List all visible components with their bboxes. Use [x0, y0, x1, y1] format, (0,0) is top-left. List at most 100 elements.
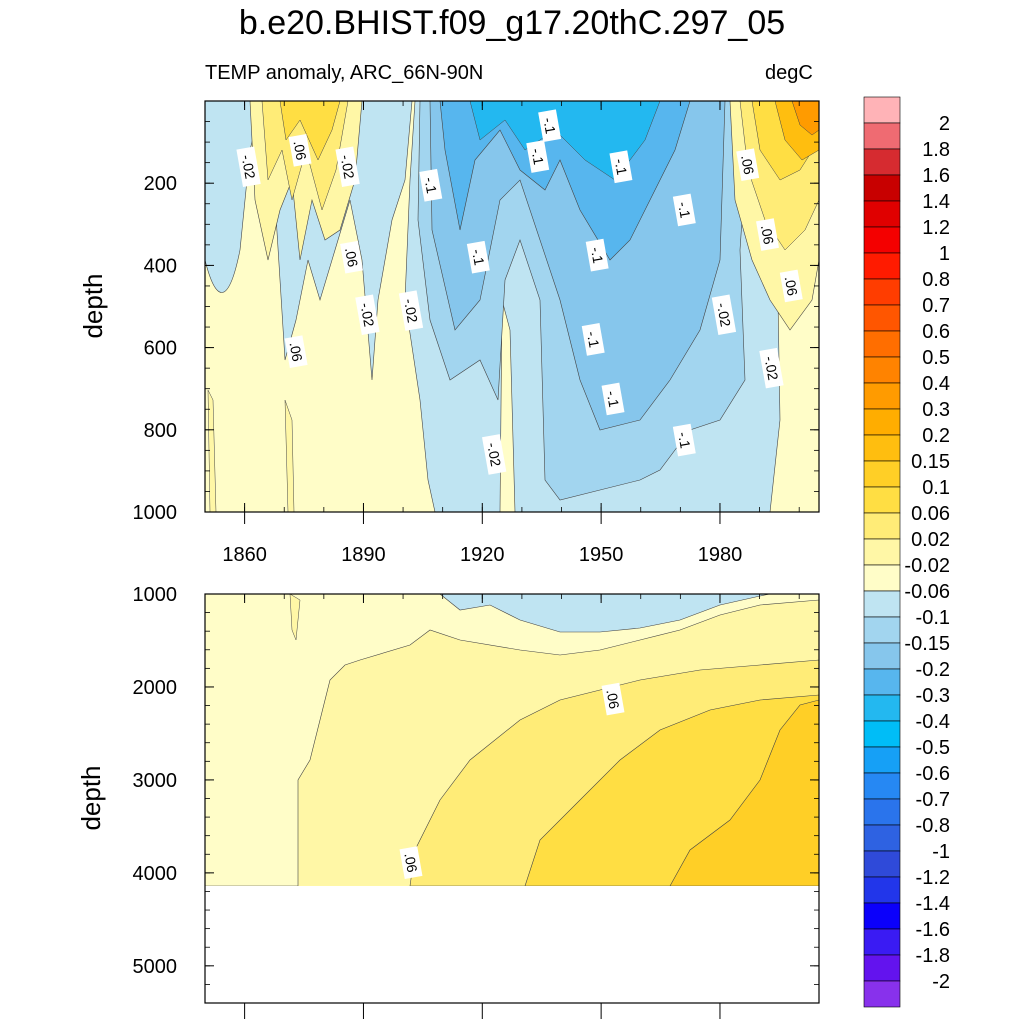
contour-label-text: -.1: [604, 390, 623, 409]
colorbar-swatch: [863, 668, 901, 696]
contour-label-box: [756, 218, 779, 251]
contour-label-text: .06: [603, 688, 622, 710]
contour-label-text: -.1: [528, 147, 547, 166]
colorbar-label: -1.2: [916, 867, 950, 889]
colorbar-label: 0.8: [922, 269, 950, 291]
colorbar-swatch: [863, 928, 901, 956]
contour-label: .06: [779, 269, 803, 303]
colorbar-swatch: [863, 616, 901, 644]
y-tick-label: 600: [144, 338, 177, 360]
colorbar-swatch: [863, 876, 901, 904]
contour-label-box: [419, 168, 443, 202]
contour-label: -.1: [585, 238, 609, 272]
colorbar-label: -0.6: [916, 763, 950, 785]
contour-label: .06: [601, 682, 625, 716]
subtitle-variable: TEMP anomaly, ARC_66N-90N: [205, 62, 484, 84]
contour-labels: -.02 .06 -.02 -.1 -.1 -.1 -.1 -.1 -.1 -.1 -.1 -.1 -.…: [236, 109, 803, 879]
colorbar-label: 0.4: [922, 373, 950, 395]
contour-label: -.1: [609, 150, 633, 184]
colorbar-label: -0.15: [904, 633, 950, 655]
colorbar-label: 0.5: [922, 347, 950, 369]
y-tick-label: 1000: [133, 584, 178, 606]
colorbar-label: 1.4: [922, 191, 950, 213]
colorbar-label: -1.4: [916, 893, 950, 915]
colorbar-label: 0.3: [922, 399, 950, 421]
contour-label: -.02: [398, 290, 424, 331]
contour-label: -.02: [482, 434, 507, 475]
colorbar-label: -1.8: [916, 945, 950, 967]
colorbar-swatch: [863, 408, 901, 436]
contour-label: -.1: [601, 382, 625, 416]
colorbar-swatch: [863, 590, 901, 618]
x-tick-label: 1860: [222, 544, 267, 566]
colorbar-swatch: [863, 772, 901, 800]
contour-label-box: [759, 347, 784, 389]
colorbar-swatch: [863, 460, 901, 488]
contour-label-text: -.1: [675, 431, 694, 450]
contour-label-box: [672, 423, 696, 457]
contour-label-text: -.1: [469, 248, 488, 267]
colorbar-swatch: [863, 694, 901, 722]
colorbar: 2 1.8 1.6 1.4 1.2 1 0.8 0.7 0.6 0.5 0.4 0.3 0.2 0.15 0…: [863, 96, 950, 1008]
contour-label: -.1: [466, 240, 490, 274]
colorbar-swatch: [863, 642, 901, 670]
contour-label-box: [284, 335, 308, 369]
colorbar-label: 0.2: [922, 425, 950, 447]
colorbar-swatch: [863, 96, 901, 124]
colorbar-label: 1.2: [922, 217, 950, 239]
colorbar-swatch: [863, 486, 901, 514]
colorbar-label: 2: [939, 113, 950, 135]
colorbar-label: 1.6: [922, 165, 950, 187]
x-tick-label: 1950: [579, 544, 624, 566]
contour-label: .06: [399, 846, 423, 879]
contour-label-box: [398, 290, 424, 331]
contour-label: -.1: [581, 323, 605, 356]
y-tick-label: 1000: [133, 502, 178, 524]
contour-label: -.1: [526, 140, 550, 173]
contour-label: .06: [736, 148, 760, 182]
colorbar-label: -0.3: [916, 685, 950, 707]
contour-label-box: [236, 146, 261, 188]
contour-label-text: -.02: [714, 301, 734, 328]
contour-label: .06: [284, 335, 308, 369]
colorbar-swatch: [863, 148, 901, 176]
colorbar-swatch: [863, 798, 901, 826]
contour-label: -.02: [711, 294, 737, 335]
colorbar-swatch: [863, 174, 901, 202]
x-tick-label: 1920: [460, 544, 505, 566]
colorbar-label: -0.7: [916, 789, 950, 811]
contour-label-text: -.02: [239, 153, 259, 180]
colorbar-label: 1: [939, 243, 950, 265]
contour-label-text: .06: [738, 154, 757, 176]
colorbar-label: -1.6: [916, 919, 950, 941]
colorbar-swatch: [863, 304, 901, 332]
contour-label: -.02: [236, 146, 261, 188]
contour-label-text: .06: [758, 224, 777, 246]
colorbar-swatch: [863, 564, 901, 592]
contour-label-text: -.1: [421, 176, 440, 195]
colorbar-label: -0.4: [916, 711, 950, 733]
contour-label-box: [736, 148, 760, 182]
chart-title: b.e20.BHIST.f09_g17.20thC.297_05: [238, 4, 786, 42]
colorbar-label: 0.06: [911, 503, 950, 525]
colorbar-swatch: [863, 356, 901, 384]
colorbar-label: 0.7: [922, 295, 950, 317]
colorbar-label: 0.6: [922, 321, 950, 343]
contour-label-box: [526, 140, 550, 173]
colorbar-label: -0.06: [904, 581, 950, 603]
colorbar-swatch: [863, 226, 901, 254]
colorbar-swatch: [863, 330, 901, 358]
x-tick-label: 1980: [698, 544, 743, 566]
contour-label: -.1: [672, 423, 696, 457]
contour-label-text: -.1: [584, 330, 603, 349]
colorbar-label: 0.02: [911, 529, 950, 551]
y-tick-label: 2000: [133, 677, 178, 699]
colorbar-swatch: [863, 512, 901, 540]
contour-label-text: -.1: [588, 246, 607, 265]
contour-label-box: [340, 240, 364, 274]
contour-label-text: .06: [782, 275, 801, 297]
lower-panel-fill: [205, 594, 819, 1003]
colorbar-swatch: [863, 252, 901, 280]
colorbar-swatch: [863, 720, 901, 748]
